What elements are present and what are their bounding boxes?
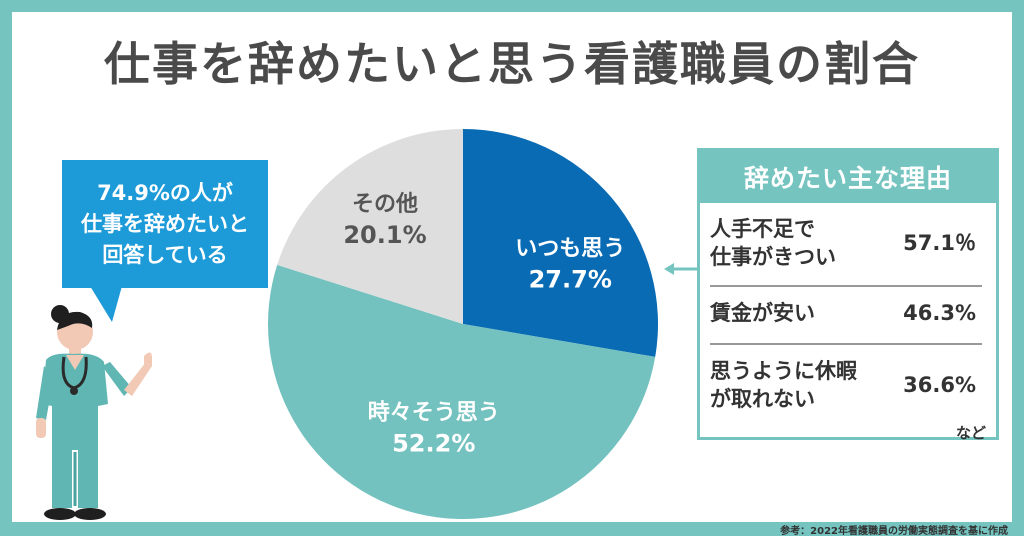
reason-text-line-1: 思うように休暇: [710, 359, 857, 383]
reason-text-line-1: 人手不足で: [710, 217, 815, 241]
divider: [710, 343, 982, 345]
pie-slice: [463, 129, 658, 357]
speech-bubble-tail: [90, 286, 122, 322]
reason-percent: 36.6%: [903, 373, 976, 397]
reason-text-line-2: 仕事がきつい: [710, 245, 836, 269]
pie-slice: [267, 264, 656, 519]
pie-slice: [277, 129, 463, 324]
slice-label: その他: [352, 192, 418, 217]
slice-value-label: 52.2%: [392, 429, 475, 457]
page-title: 仕事を辞めたいと思う看護職員の割合: [104, 37, 920, 91]
reason-text-line-1: 賃金が安い: [710, 301, 815, 325]
bubble-line-1: 74.9%の人が: [97, 180, 233, 205]
arrow-left-icon: [664, 263, 698, 275]
reason-text-line-2: が取れない: [710, 387, 815, 411]
slice-value-label: 20.1%: [343, 221, 426, 249]
slice-label: いつも思う: [515, 237, 625, 262]
reasons-heading: 辞めたい主な理由: [700, 151, 996, 203]
bubble-line-3: 回答している: [102, 242, 228, 267]
footnote: 参考：2022年看護職員の労働実態調査を基に作成: [780, 526, 1008, 537]
reason-item: 思うように休暇 が取れない 36.6%: [710, 355, 980, 415]
reason-percent: 57.1％: [903, 231, 976, 255]
reason-item: 人手不足で 仕事がきつい 57.1％: [710, 213, 980, 273]
reasons-box: 辞めたい主な理由 人手不足で 仕事がきつい 57.1％ 賃金が安い 46.3% …: [697, 148, 999, 442]
nurse-illustration: [36, 305, 152, 520]
reason-item: 賃金が安い 46.3%: [710, 299, 980, 329]
etc-label: など: [955, 424, 986, 442]
slice-label: 時々そう思う: [368, 400, 500, 425]
bubble-line-2: 仕事を辞めたいと: [81, 211, 249, 236]
speech-bubble: 74.9%の人が 仕事を辞めたいと 回答している: [62, 160, 268, 288]
divider: [710, 285, 982, 287]
reason-percent: 46.3%: [903, 301, 976, 325]
slice-value-label: 27.7%: [529, 266, 612, 294]
